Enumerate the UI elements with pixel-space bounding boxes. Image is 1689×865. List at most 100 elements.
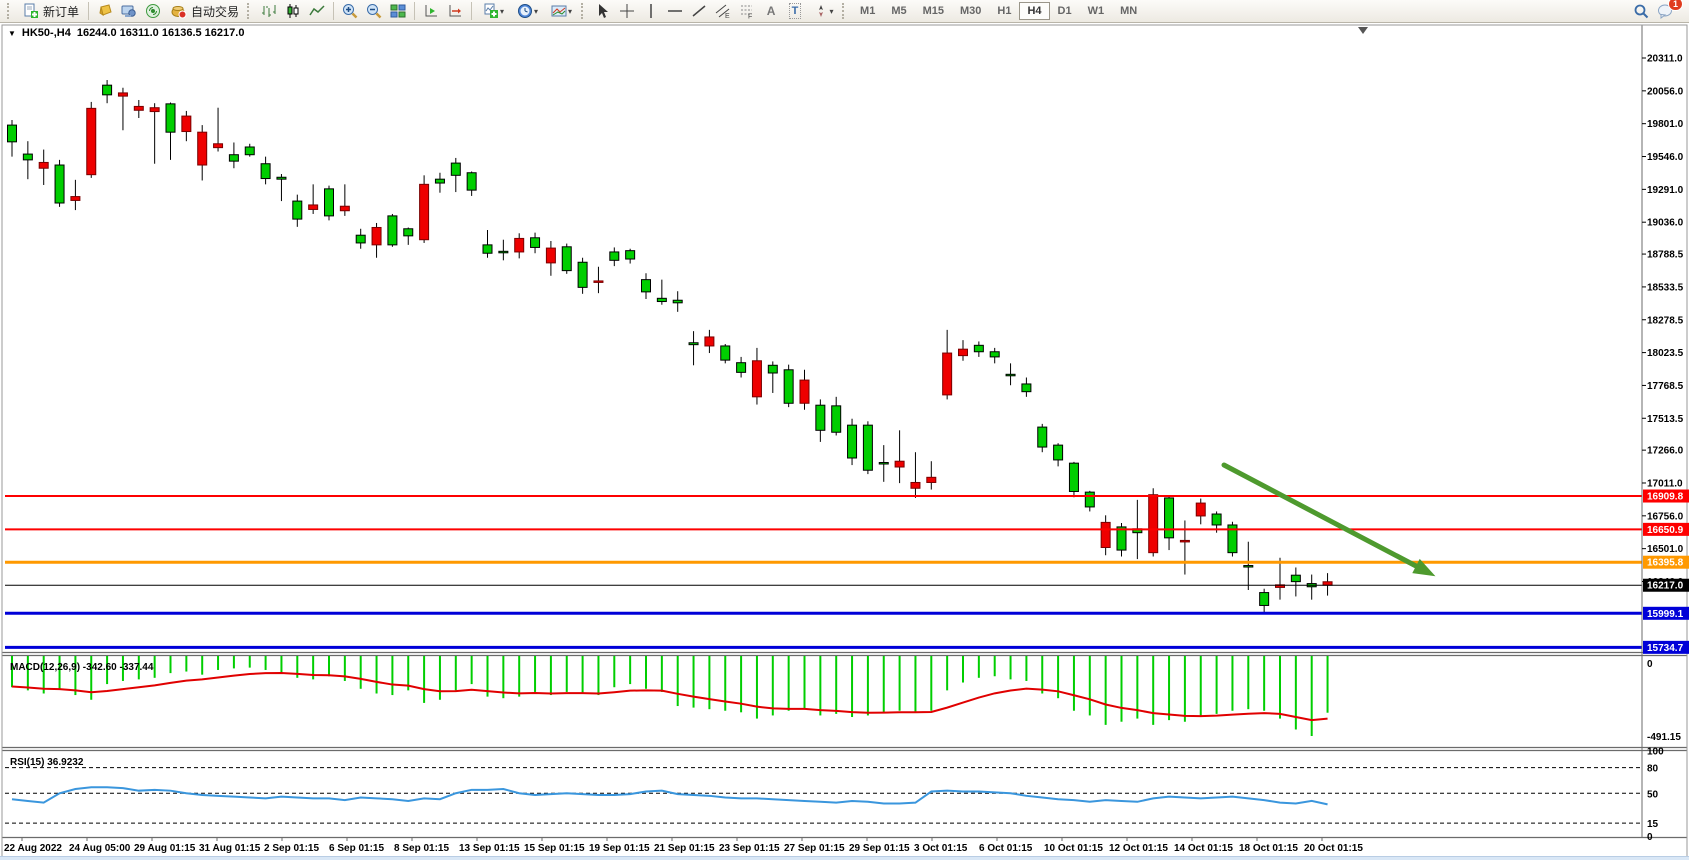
zoom-in-icon bbox=[342, 3, 358, 20]
line-chart-mode-button[interactable] bbox=[305, 1, 329, 21]
vertical-line-tool-button[interactable] bbox=[639, 1, 663, 21]
svg-text:21 Sep 01:15: 21 Sep 01:15 bbox=[654, 843, 715, 854]
price-chart[interactable]: 20311.0 20056.0 19801.0 19546.0 19291.0 19036… bbox=[0, 23, 1689, 860]
tab-timeframe-m15[interactable]: M15 bbox=[915, 2, 952, 20]
svg-text:16217.0: 16217.0 bbox=[1647, 581, 1684, 592]
gold-button[interactable] bbox=[93, 1, 117, 21]
svg-text:8 Sep 01:15: 8 Sep 01:15 bbox=[394, 843, 449, 854]
text-icon: A bbox=[766, 4, 776, 18]
arrow-objects-icon bbox=[813, 3, 829, 20]
text-tool-button[interactable]: A bbox=[759, 1, 783, 21]
text-label-tool-button[interactable]: T bbox=[783, 1, 807, 21]
tab-timeframe-mn[interactable]: MN bbox=[1112, 2, 1145, 20]
new-order-label: 新订单 bbox=[43, 4, 80, 19]
fibonacci-icon: F bbox=[739, 3, 755, 20]
svg-text:15999.1: 15999.1 bbox=[1647, 609, 1684, 620]
cursor-tool-button[interactable] bbox=[591, 1, 615, 21]
notification-badge: 1 bbox=[1667, 0, 1683, 11]
clock-icon bbox=[516, 3, 533, 20]
tab-timeframe-h4[interactable]: H4 bbox=[1019, 2, 1050, 20]
template-button[interactable]: ▾ bbox=[544, 1, 578, 21]
svg-text:F: F bbox=[748, 14, 752, 20]
svg-text:6 Oct 01:15: 6 Oct 01:15 bbox=[979, 843, 1033, 854]
periodicity-button[interactable]: ▾ bbox=[510, 1, 544, 21]
zoom-out-icon bbox=[366, 3, 382, 20]
svg-text:18533.5: 18533.5 bbox=[1647, 282, 1684, 293]
autotrading-button[interactable]: 自动交易 bbox=[165, 1, 244, 21]
svg-text:15734.7: 15734.7 bbox=[1647, 643, 1684, 654]
crosshair-icon bbox=[619, 3, 635, 20]
chart-menu-triangle-icon[interactable]: ▼ bbox=[8, 28, 16, 38]
equidistant-channel-icon: E bbox=[715, 3, 731, 20]
horizontal-line-icon bbox=[667, 3, 683, 20]
svg-text:18788.5: 18788.5 bbox=[1647, 250, 1684, 261]
svg-text:19291.0: 19291.0 bbox=[1647, 185, 1684, 196]
svg-text:23 Sep 01:15: 23 Sep 01:15 bbox=[719, 843, 780, 854]
svg-text:MACD(12,26,9) -342.60 -337.44: MACD(12,26,9) -342.60 -337.44 bbox=[10, 662, 154, 673]
chart-shift-button[interactable] bbox=[443, 1, 467, 21]
svg-text:0: 0 bbox=[1647, 832, 1653, 843]
crosshair-tool-button[interactable] bbox=[615, 1, 639, 21]
fibonacci-tool-button[interactable]: F bbox=[735, 1, 759, 21]
tile-windows-button[interactable] bbox=[386, 1, 410, 21]
tab-timeframe-d1[interactable]: D1 bbox=[1050, 2, 1080, 20]
new-order-button[interactable]: 新订单 bbox=[17, 1, 84, 21]
svg-text:15 Sep 01:15: 15 Sep 01:15 bbox=[524, 843, 585, 854]
arrows-tool-button[interactable]: ▾ bbox=[807, 1, 839, 21]
trendline-tool-button[interactable] bbox=[687, 1, 711, 21]
search-icon bbox=[1633, 3, 1649, 20]
svg-text:17011.0: 17011.0 bbox=[1647, 478, 1683, 489]
template-icon bbox=[550, 3, 567, 20]
gold-ingot-icon bbox=[97, 3, 113, 20]
candlestick-mode-button[interactable] bbox=[281, 1, 305, 21]
tab-timeframe-m5[interactable]: M5 bbox=[883, 2, 914, 20]
new-chart-icon bbox=[482, 3, 499, 20]
signal-button[interactable] bbox=[141, 1, 165, 21]
svg-text:16501.0: 16501.0 bbox=[1647, 544, 1684, 555]
svg-text:20056.0: 20056.0 bbox=[1647, 86, 1684, 97]
svg-text:27 Sep 01:15: 27 Sep 01:15 bbox=[784, 843, 845, 854]
auto-scroll-button[interactable] bbox=[419, 1, 443, 21]
text-label-icon: T bbox=[789, 3, 802, 19]
svg-text:29 Aug 01:15: 29 Aug 01:15 bbox=[134, 843, 196, 854]
dropdown-caret: ▾ bbox=[534, 6, 539, 16]
horizontal-line-tool-button[interactable] bbox=[663, 1, 687, 21]
chart-ohlc-values: 16244.0 16311.0 16136.5 16217.0 bbox=[76, 27, 245, 39]
terminal-button[interactable] bbox=[117, 1, 141, 21]
trendline-icon bbox=[691, 3, 707, 20]
svg-text:100: 100 bbox=[1647, 747, 1664, 758]
bar-chart-icon bbox=[261, 3, 277, 20]
svg-text:12 Oct 01:15: 12 Oct 01:15 bbox=[1109, 843, 1168, 854]
tab-timeframe-m30[interactable]: M30 bbox=[952, 2, 989, 20]
notifications-button[interactable]: 1 bbox=[1653, 0, 1683, 21]
tab-timeframe-w1[interactable]: W1 bbox=[1080, 2, 1113, 20]
svg-text:17768.5: 17768.5 bbox=[1647, 381, 1684, 392]
svg-text:20311.0: 20311.0 bbox=[1647, 54, 1683, 65]
tile-windows-icon bbox=[390, 3, 406, 20]
toolbar: 新订单 自动交易 bbox=[0, 0, 1689, 23]
svg-text:16756.0: 16756.0 bbox=[1647, 511, 1684, 522]
svg-text:16650.9: 16650.9 bbox=[1647, 525, 1684, 536]
cursor-icon bbox=[595, 3, 611, 20]
svg-text:3 Oct 01:15: 3 Oct 01:15 bbox=[914, 843, 968, 854]
svg-text:10 Oct 01:15: 10 Oct 01:15 bbox=[1044, 843, 1103, 854]
svg-text:19 Sep 01:15: 19 Sep 01:15 bbox=[589, 843, 650, 854]
bar-chart-mode-button[interactable] bbox=[257, 1, 281, 21]
zoom-out-button[interactable] bbox=[362, 1, 386, 21]
new-chart-button[interactable]: ▾ bbox=[476, 1, 510, 21]
svg-text:24 Aug 05:00: 24 Aug 05:00 bbox=[69, 843, 131, 854]
toolbar-grip[interactable] bbox=[7, 3, 14, 19]
search-button[interactable] bbox=[1629, 1, 1653, 21]
zoom-in-button[interactable] bbox=[338, 1, 362, 21]
svg-text:13 Sep 01:15: 13 Sep 01:15 bbox=[459, 843, 520, 854]
svg-text:22 Aug 2022: 22 Aug 2022 bbox=[4, 843, 62, 854]
channel-tool-button[interactable]: E bbox=[711, 1, 735, 21]
tab-timeframe-m1[interactable]: M1 bbox=[852, 2, 883, 20]
terminal-icon bbox=[121, 3, 137, 20]
autotrading-label: 自动交易 bbox=[191, 4, 240, 19]
new-order-icon bbox=[22, 3, 39, 20]
chart-shift-icon bbox=[447, 3, 463, 20]
svg-text:17266.0: 17266.0 bbox=[1647, 446, 1684, 457]
svg-text:50: 50 bbox=[1647, 789, 1659, 800]
tab-timeframe-h1[interactable]: H1 bbox=[989, 2, 1019, 20]
